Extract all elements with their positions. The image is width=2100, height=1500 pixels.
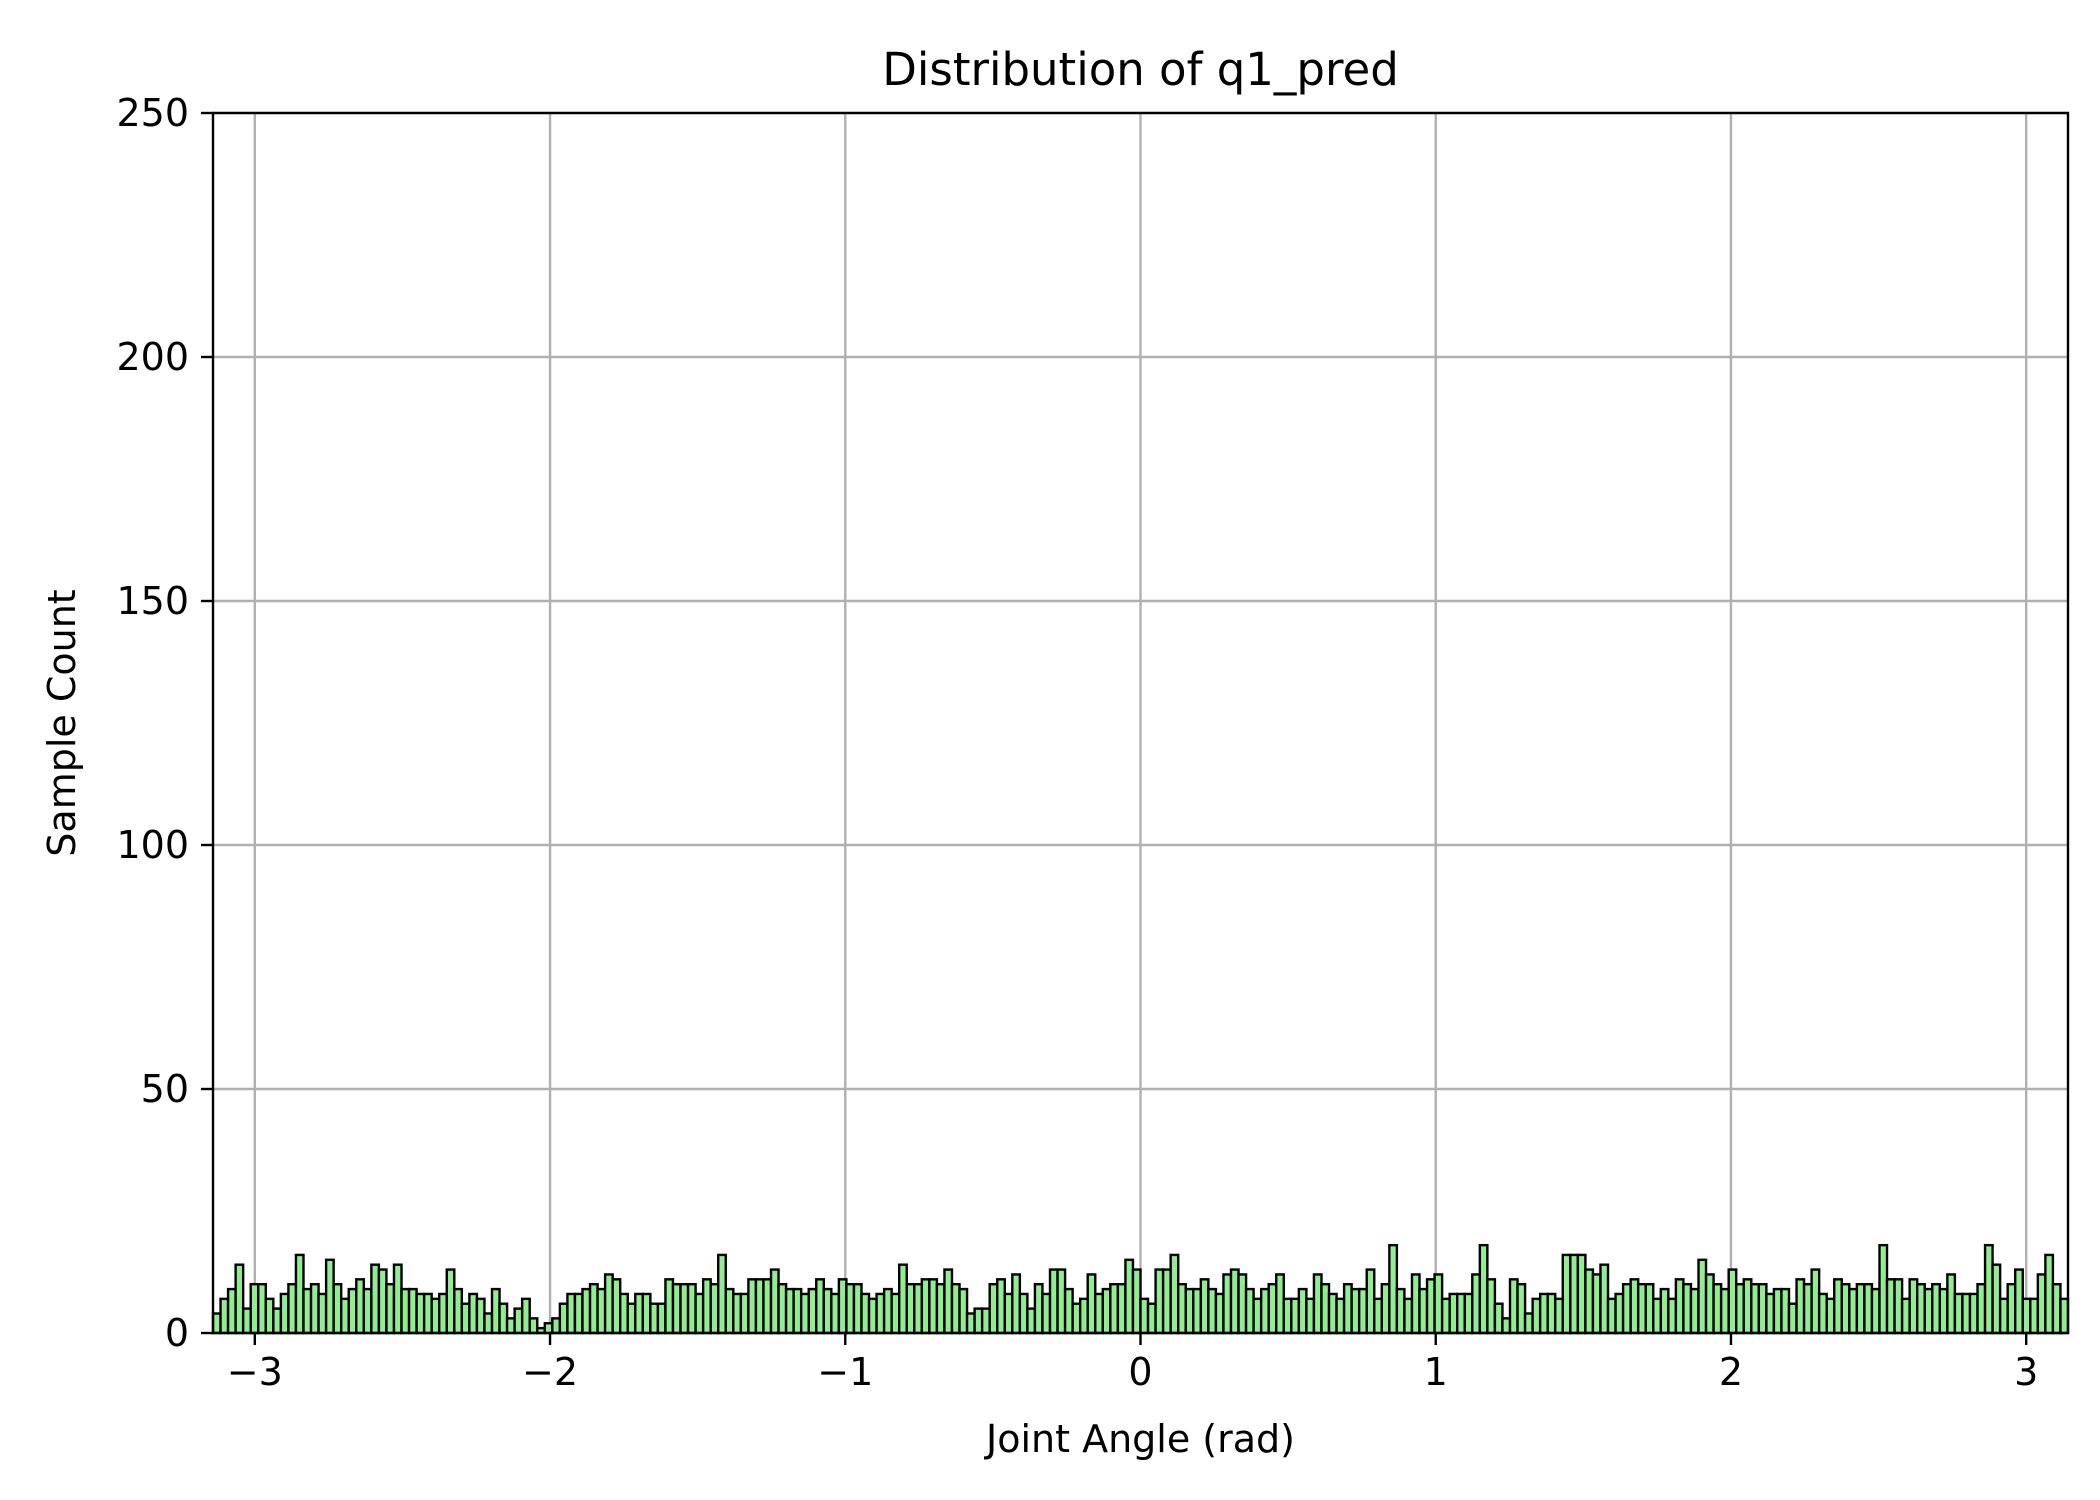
y-tick-label: 200: [116, 335, 189, 379]
x-tick-label: 3: [2014, 1350, 2038, 1394]
x-tick-label: −3: [227, 1350, 283, 1394]
x-tick-label: −1: [817, 1350, 873, 1394]
x-tick-label: 2: [1719, 1350, 1743, 1394]
y-tick-label: 100: [116, 823, 189, 867]
y-tick-label: 250: [116, 91, 189, 135]
y-tick-label: 50: [141, 1067, 189, 1111]
y-tick-label: 150: [116, 579, 189, 623]
axis-ticks: −3 −2 −1 0 1 2 3 0 50 100 150 200 250: [116, 91, 2038, 1394]
chart-title: Distribution of q1_pred: [882, 43, 1399, 96]
x-tick-label: 1: [1424, 1350, 1448, 1394]
x-tick-label: 0: [1128, 1350, 1152, 1394]
y-axis-label: Sample Count: [40, 589, 84, 856]
x-tick-label: −2: [522, 1350, 578, 1394]
y-tick-label: 0: [165, 1311, 189, 1355]
x-axis-label: Joint Angle (rad): [984, 1417, 1295, 1461]
histogram-bars: [211, 1243, 2070, 1335]
